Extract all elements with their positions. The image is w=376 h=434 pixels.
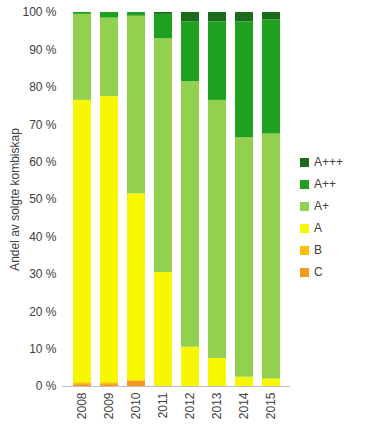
svg-text:2009: 2009 xyxy=(102,392,116,419)
svg-text:0 %: 0 % xyxy=(36,379,57,393)
svg-text:2008: 2008 xyxy=(75,392,89,419)
svg-text:10 %: 10 % xyxy=(29,342,57,356)
svg-text:2011: 2011 xyxy=(156,392,170,418)
svg-text:2010: 2010 xyxy=(129,392,143,419)
html-text:A++: A++ xyxy=(314,177,336,191)
svg-text:2013: 2013 xyxy=(210,392,224,419)
svg-text:2012: 2012 xyxy=(183,392,197,419)
svg-text:30 %: 30 % xyxy=(29,267,57,281)
html-text:B: B xyxy=(314,243,322,257)
svg-text:80 %: 80 % xyxy=(29,80,57,94)
svg-text:90 %: 90 % xyxy=(29,43,57,57)
svg-text:20 %: 20 % xyxy=(29,305,57,319)
svg-text:100 %: 100 % xyxy=(22,5,56,19)
svg-text:70 %: 70 % xyxy=(29,118,57,132)
svg-text:60 %: 60 % xyxy=(29,155,57,169)
svg-text:50 %: 50 % xyxy=(29,192,57,206)
svg-text:2015: 2015 xyxy=(264,392,278,419)
svg-text:40 %: 40 % xyxy=(29,230,57,244)
html-text:C: C xyxy=(314,265,323,279)
html-text:A+++: A+++ xyxy=(314,155,343,169)
svg-text:Andel av solgte kombiskap: Andel av solgte kombiskap xyxy=(8,128,22,271)
svg-text:2014: 2014 xyxy=(237,392,251,419)
html-text:A: A xyxy=(314,221,322,235)
html-text:A+: A+ xyxy=(314,199,329,213)
